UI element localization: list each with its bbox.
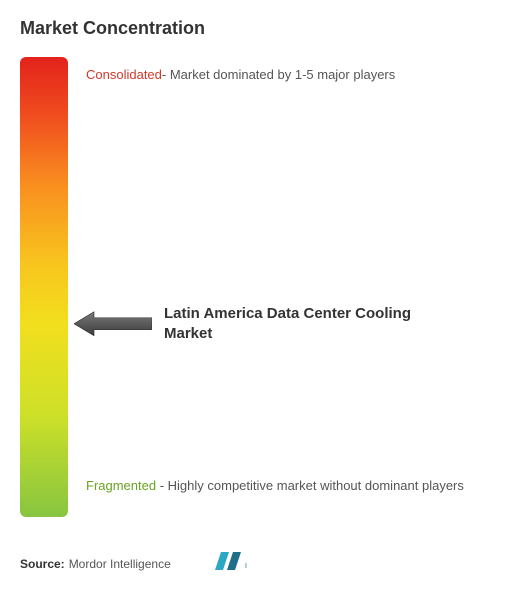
fragmented-label: Fragmented - Highly competitive market w… [86,476,491,496]
fragmented-lead: Fragmented [86,478,156,493]
consolidated-desc: - Market dominated by 1-5 major players [162,67,395,82]
arrow-left-icon [74,310,152,338]
market-name-label: Latin America Data Center Cooling Market [164,304,424,345]
mordor-logo-icon: I [211,548,257,579]
diagram-area: Consolidated- Market dominated by 1-5 ma… [20,57,491,517]
consolidated-label: Consolidated- Market dominated by 1-5 ma… [86,65,491,85]
marker-arrow-group: Latin America Data Center Cooling Market [74,304,424,345]
consolidated-lead: Consolidated [86,67,162,82]
concentration-gradient-bar [20,57,68,517]
annotation-column: Consolidated- Market dominated by 1-5 ma… [68,57,491,517]
source-label: Source: [20,557,65,571]
fragmented-desc: - Highly competitive market without domi… [156,478,464,493]
footer: Source: Mordor Intelligence I [20,548,257,579]
gradient-bar-column [20,57,68,517]
source-name: Mordor Intelligence [69,557,171,571]
page-title: Market Concentration [20,18,491,39]
svg-text:I: I [245,563,247,570]
